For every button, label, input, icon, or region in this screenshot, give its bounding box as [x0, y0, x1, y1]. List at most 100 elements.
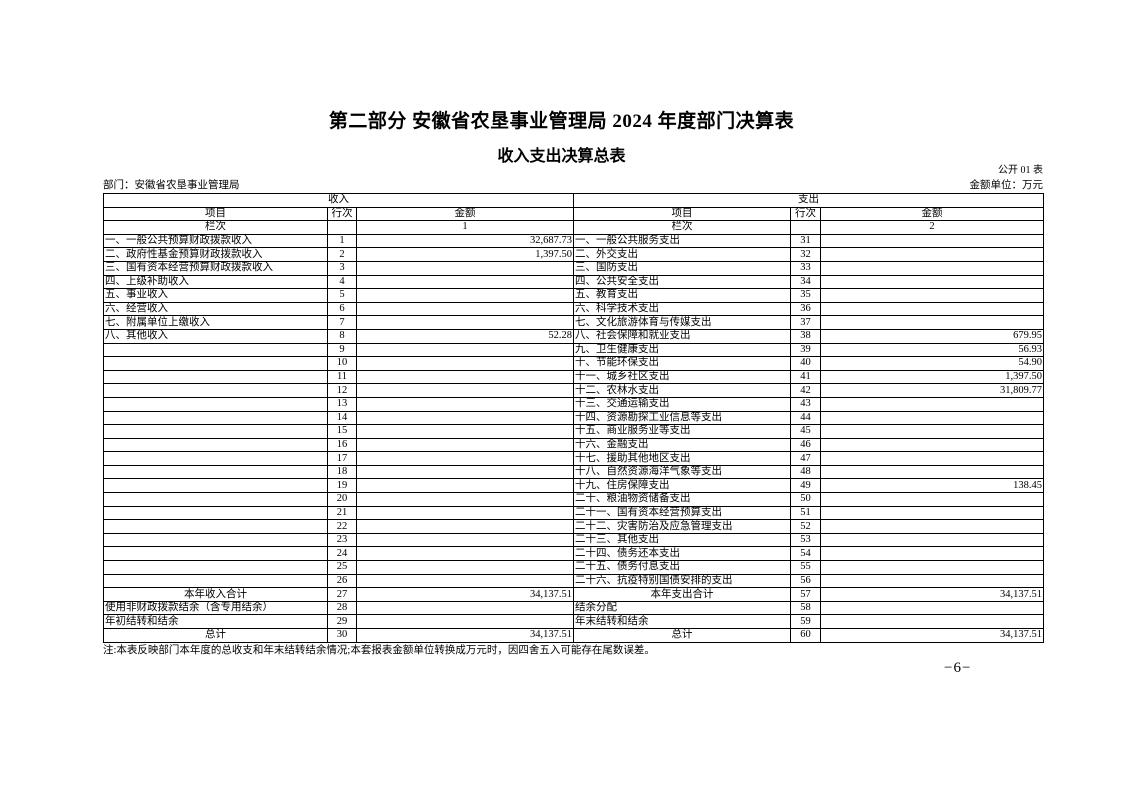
income-rowno-cell: 16 — [327, 437, 357, 453]
unit-label: 金额单位：万元 — [969, 180, 1044, 191]
income-amount-cell — [356, 546, 574, 562]
table-body: 一、一般公共预算财政拨款收入 1 32,687.73 一、一般公共服务支出 31 二、政府… — [103, 233, 1044, 643]
income-amount-cell: 34,137.51 — [356, 628, 574, 643]
expense-item-cell: 十三、交通运输支出 — [573, 396, 791, 412]
expense-rowno-cell: 38 — [790, 328, 821, 344]
table-row: 一、一般公共预算财政拨款收入 1 32,687.73 一、一般公共服务支出 31 — [103, 233, 1044, 249]
income-item-cell: 三、国有资本经营预算财政拨款收入 — [103, 260, 328, 276]
income-item-cell — [103, 451, 328, 466]
income-item-cell: 一、一般公共预算财政拨款收入 — [103, 233, 328, 249]
index-row: 栏次 1 栏次 2 — [103, 220, 1044, 235]
income-item-cell — [103, 383, 328, 398]
income-amount-cell — [356, 342, 574, 358]
expense-rowno-cell: 49 — [790, 478, 821, 494]
table-row: 14 十四、资源勘探工业信息等支出 44 — [103, 410, 1044, 426]
income-item-cell: 六、经营收入 — [103, 301, 328, 317]
table-row: 八、其他收入 8 52.28 八、社会保障和就业支出 38 679.95 — [103, 328, 1044, 344]
income-item-cell — [103, 437, 328, 453]
table-row: 24 二十四、债务还本支出 54 — [103, 546, 1044, 562]
expense-item-cell: 八、社会保障和就业支出 — [573, 328, 791, 344]
table-row: 总计 30 34,137.51 总计 60 34,137.51 — [103, 628, 1044, 643]
expense-amount-header: 金额 — [820, 206, 1044, 222]
expense-item-cell: 二十、粮油物资储备支出 — [573, 492, 791, 507]
expense-amount-cell — [820, 260, 1044, 276]
income-item-cell — [103, 356, 328, 371]
expense-item-cell: 十二、农林水支出 — [573, 383, 791, 398]
expense-amount-cell — [820, 451, 1044, 466]
income-rowno-cell: 6 — [327, 301, 357, 317]
table-row: 二、政府性基金预算财政拨款收入 2 1,397.50 二、外交支出 32 — [103, 247, 1044, 262]
income-item-cell: 五、事业收入 — [103, 288, 328, 303]
table-row: 23 二十三、其他支出 53 — [103, 532, 1044, 548]
section-header-row: 收入 支出 — [103, 193, 1044, 208]
income-amount-cell — [356, 424, 574, 439]
income-item-cell — [103, 505, 328, 521]
document-subtitle: 收入支出决算总表 — [497, 148, 626, 165]
expense-item-cell: 九、卫生健康支出 — [573, 342, 791, 358]
expense-amount-cell — [820, 274, 1044, 290]
income-item-cell — [103, 424, 328, 439]
income-item-cell — [103, 492, 328, 507]
income-rowno-header: 行次 — [327, 206, 357, 222]
income-item-cell — [103, 410, 328, 426]
income-item-cell: 年初结转和结余 — [103, 614, 328, 629]
expense-item-cell: 二十五、债务付息支出 — [573, 560, 791, 575]
income-amount-cell — [356, 288, 574, 303]
expense-rowno-cell: 60 — [790, 628, 821, 643]
income-rowno-cell: 21 — [327, 505, 357, 521]
expense-rowno-cell: 55 — [790, 560, 821, 575]
expense-item-cell: 十五、商业服务业等支出 — [573, 424, 791, 439]
expense-rowno-cell: 42 — [790, 383, 821, 398]
expense-item-cell: 年末结转和结余 — [573, 614, 791, 629]
expense-item-cell: 七、文化旅游体育与传媒支出 — [573, 315, 791, 330]
table-row: 四、上级补助收入 4 四、公共安全支出 34 — [103, 274, 1044, 290]
table-row: 22 二十二、灾害防治及应急管理支出 52 — [103, 519, 1044, 534]
income-item-cell — [103, 560, 328, 575]
income-item-cell — [103, 546, 328, 562]
expense-rowno-cell: 31 — [790, 233, 821, 249]
expense-amount-cell — [820, 301, 1044, 317]
table-area: 公开 01 表 部门：安徽省农垦事业管理局 金额单位：万元 收入 支出 项目 行… — [103, 164, 1044, 658]
income-amount-cell — [356, 573, 574, 589]
income-item-cell — [103, 342, 328, 358]
expense-rowno-header: 行次 — [790, 206, 821, 222]
income-amount-cell — [356, 614, 574, 629]
table-row: 11 十一、城乡社区支出 41 1,397.50 — [103, 369, 1044, 385]
income-rowno-cell: 27 — [327, 587, 357, 602]
table-row: 年初结转和结余 29 年末结转和结余 59 — [103, 614, 1044, 629]
expense-item-cell: 五、教育支出 — [573, 288, 791, 303]
expense-rowno-cell: 52 — [790, 519, 821, 534]
expense-item-cell: 一、一般公共服务支出 — [573, 233, 791, 249]
expense-rowno-cell: 56 — [790, 573, 821, 589]
income-amount-cell — [356, 315, 574, 330]
income-rowno-cell: 11 — [327, 369, 357, 385]
expense-column-index: 2 — [820, 220, 1044, 235]
income-amount-cell — [356, 410, 574, 426]
expense-amount-cell — [820, 315, 1044, 330]
expense-rowno-cell: 45 — [790, 424, 821, 439]
expense-amount-cell — [820, 614, 1044, 629]
income-rowno-cell: 15 — [327, 424, 357, 439]
expense-amount-cell — [820, 410, 1044, 426]
expense-item-cell: 二十二、灾害防治及应急管理支出 — [573, 519, 791, 534]
income-rowno-cell: 30 — [327, 628, 357, 643]
column-header-row: 项目 行次 金额 项目 行次 金额 — [103, 206, 1044, 222]
table-code: 公开 01 表 — [998, 165, 1043, 176]
income-item-cell — [103, 573, 328, 589]
expense-rowno-cell: 35 — [790, 288, 821, 303]
expense-item-cell: 二十四、债务还本支出 — [573, 546, 791, 562]
income-amount-cell — [356, 437, 574, 453]
expense-item-cell: 总计 — [573, 628, 791, 643]
expense-amount-cell: 1,397.50 — [820, 369, 1044, 385]
income-rowno-cell: 20 — [327, 492, 357, 507]
income-item-cell — [103, 519, 328, 534]
income-amount-cell — [356, 451, 574, 466]
income-rowno-cell: 12 — [327, 383, 357, 398]
expense-rowno-cell: 32 — [790, 247, 821, 262]
expense-amount-cell — [820, 560, 1044, 575]
income-amount-cell: 52.28 — [356, 328, 574, 344]
expense-amount-cell — [820, 600, 1044, 616]
table-row: 20 二十、粮油物资储备支出 50 — [103, 492, 1044, 507]
expense-amount-cell — [820, 505, 1044, 521]
